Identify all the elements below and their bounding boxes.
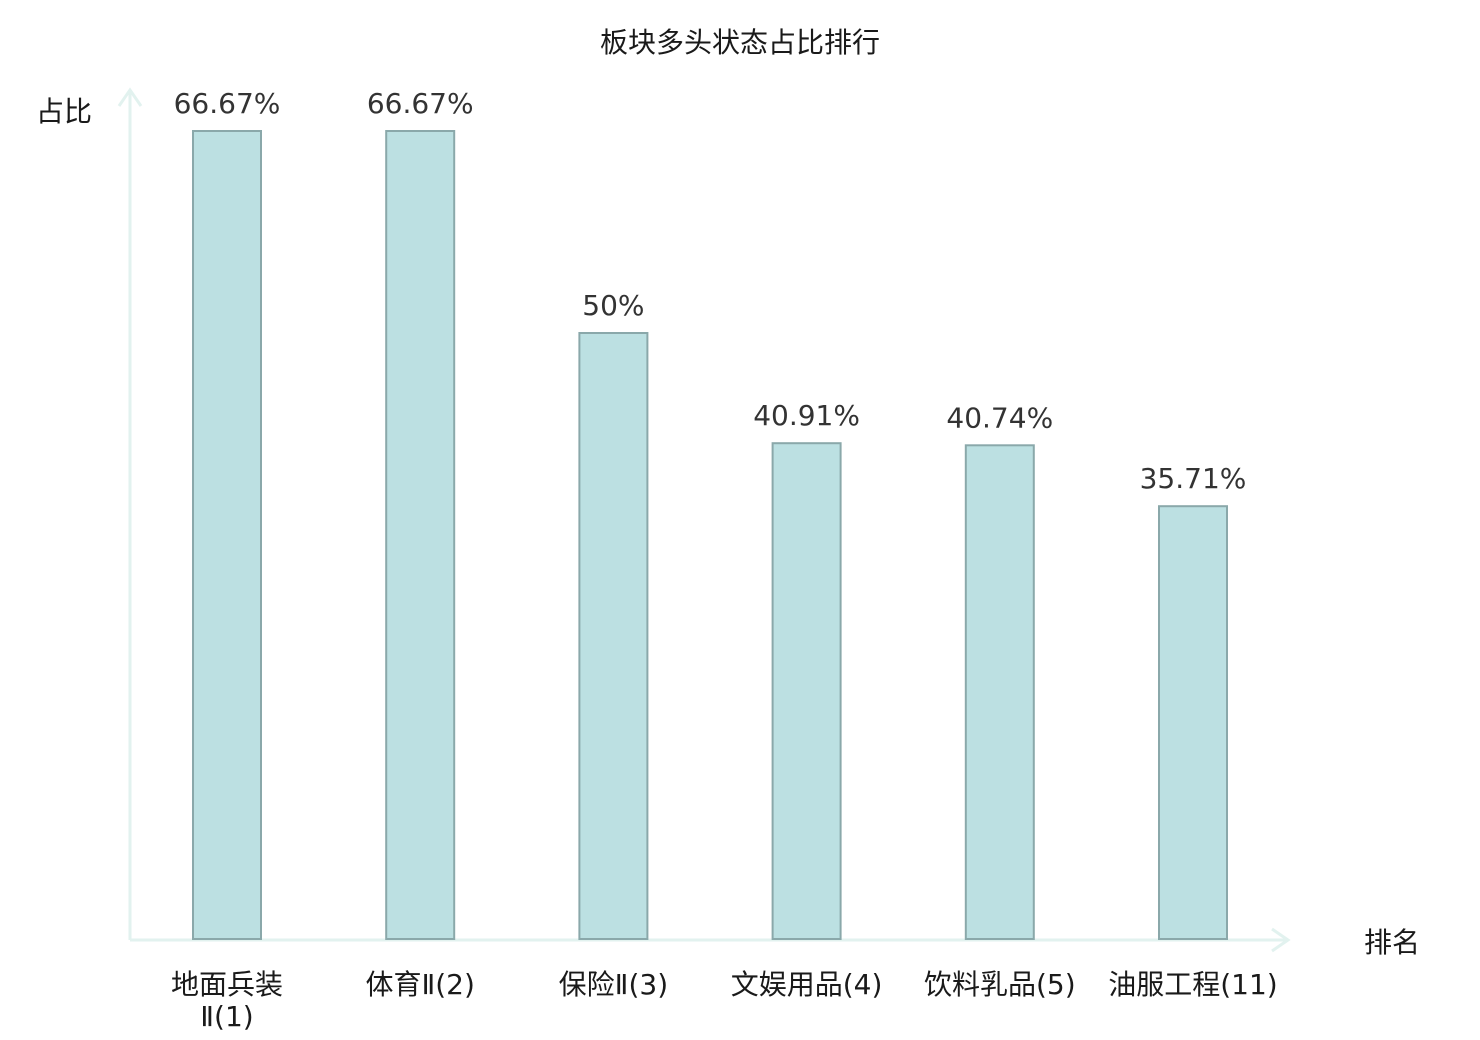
bar-value-label: 66.67% (367, 87, 474, 120)
category-tick-label: 文娱用品(4) (731, 968, 883, 1001)
bar (1158, 505, 1228, 940)
bar-value-label: 66.67% (174, 87, 281, 120)
value-labels-group: 66.67% 66.67% 50% 40.91% 40.74% 35.71% (174, 87, 1247, 495)
category-labels-group: 地面兵装 Ⅱ(1) 体育Ⅱ(2) 保险Ⅱ(3) 文娱用品(4) 饮料乳品(5) 油服工程(1… (171, 968, 1278, 1033)
x-axis-label: 排名 (1364, 926, 1420, 959)
bar-value-label: 40.74% (946, 401, 1053, 434)
category-tick-label: 保险Ⅱ(3) (559, 968, 668, 1001)
chart-title: 板块多头状态占比排行 (600, 26, 880, 59)
x-axis (130, 927, 1291, 953)
category-tick-label: 饮料乳品(5) (924, 968, 1076, 1001)
bar-value-label: 40.91% (753, 399, 860, 432)
bar (385, 130, 456, 940)
bar (771, 442, 842, 940)
bar (964, 444, 1035, 940)
bar-value-label: 35.71% (1140, 462, 1247, 495)
category-tick-label: 体育Ⅱ(2) (365, 968, 474, 1001)
y-axis-label: 占比 (36, 95, 92, 128)
category-tick-label: 地面兵装 Ⅱ(1) (171, 968, 283, 1033)
bar (578, 332, 649, 940)
y-axis-arrow (117, 87, 143, 107)
y-axis (117, 87, 143, 940)
bar (192, 130, 262, 940)
bar-value-label: 50% (582, 289, 644, 322)
category-tick-label: 油服工程(11) (1108, 968, 1277, 1001)
bars-group (192, 130, 1228, 940)
x-axis-arrow (1271, 927, 1291, 953)
